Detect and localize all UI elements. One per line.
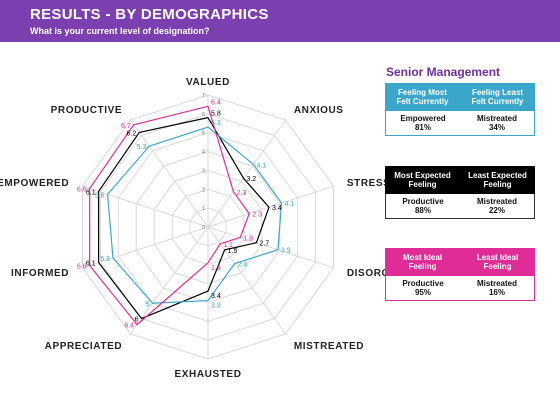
value-label-ideal-exhausted: 1.9 bbox=[211, 265, 221, 272]
card-expected-right-cell: Mistreated 22% bbox=[476, 197, 517, 215]
spoke-6 bbox=[130, 226, 209, 335]
card-expected-header: Most Expected Feeling Least Expected Fee… bbox=[385, 166, 535, 194]
card-current-right-cell: Mistreated 34% bbox=[476, 114, 517, 132]
tick-label-7: 7 bbox=[202, 93, 205, 99]
tick-label-5: 5 bbox=[202, 131, 205, 137]
value-label-expected-productive: 6.2 bbox=[127, 130, 137, 137]
value-label-current-empowered: 5.6 bbox=[95, 192, 105, 199]
value-label-current-productive: 5.3 bbox=[137, 144, 147, 151]
value-label-current-mistreated: 2.4 bbox=[238, 262, 248, 269]
value-label-current-informed: 5.3 bbox=[100, 256, 110, 263]
page-title: RESULTS - BY DEMOGRAPHICS bbox=[30, 6, 269, 23]
value-label-expected-valued: 5.8 bbox=[211, 111, 221, 118]
tick-label-1: 1 bbox=[202, 206, 205, 212]
spoke-9 bbox=[130, 119, 209, 228]
card-current-left-header: Feeling Most Felt Currently bbox=[396, 88, 449, 106]
value-label-ideal-disorganised: 1.8 bbox=[243, 235, 253, 242]
spoke-8 bbox=[82, 185, 209, 228]
card-current-body: Empowered 81% Mistreated 34% bbox=[385, 111, 535, 136]
value-label-ideal-valued: 6.4 bbox=[211, 99, 221, 106]
value-label-ideal-appreciated: 6.4 bbox=[124, 323, 134, 330]
card-ideal-body: Productive 95% Mistreated 16% bbox=[385, 276, 535, 301]
panel-title: Senior Management bbox=[386, 65, 501, 79]
value-label-current-valued: 5.3 bbox=[211, 120, 221, 127]
card-expected: Most Expected Feeling Least Expected Fee… bbox=[385, 166, 535, 219]
series-current-line bbox=[106, 126, 283, 304]
value-label-ideal-empowered: 6.6 bbox=[77, 187, 87, 194]
value-label-expected-mistreated: 1.5 bbox=[228, 248, 238, 255]
axis-label-disorganised: DISORGANIS bbox=[347, 268, 385, 279]
axis-label-mistreated: MISTREATED bbox=[294, 341, 364, 352]
axis-label-valued: VALUED bbox=[186, 77, 230, 88]
card-ideal-left-cell: Productive 95% bbox=[402, 279, 444, 297]
card-expected-left-cell: Productive 88% bbox=[402, 197, 444, 215]
value-label-expected-empowered: 6.1 bbox=[86, 189, 96, 196]
card-expected-body: Productive 88% Mistreated 22% bbox=[385, 194, 535, 219]
tick-label-4: 4 bbox=[202, 150, 205, 156]
value-label-current-anxious: 4.1 bbox=[256, 162, 266, 169]
card-ideal-header: Most Ideal Feeling Least Ideal Feeling bbox=[385, 248, 535, 276]
card-ideal-right-cell: Mistreated 16% bbox=[476, 279, 517, 297]
value-label-expected-exhausted: 3.4 bbox=[211, 293, 221, 300]
tick-label-3: 3 bbox=[202, 168, 205, 174]
value-label-expected-appreciated: 6 bbox=[135, 317, 139, 324]
card-expected-right-header: Least Expected Feeling bbox=[468, 171, 527, 189]
spoke-2 bbox=[207, 185, 334, 228]
tick-label-0: 0 bbox=[202, 225, 205, 231]
series-expected-line bbox=[98, 117, 270, 320]
spoke-4 bbox=[207, 226, 286, 335]
axis-label-appreciated: APPRECIATED bbox=[45, 341, 123, 352]
axis-label-stressed: STRESSED bbox=[347, 178, 385, 189]
axis-label-anxious: ANXIOUS bbox=[294, 105, 344, 116]
axis-label-informed: INFORMED bbox=[11, 268, 69, 279]
axis-label-empowered: EMPOWERED bbox=[0, 178, 69, 189]
page-subtitle: What is your current level of designatio… bbox=[30, 26, 210, 36]
card-current-header: Feeling Most Felt Currently Feeling Leas… bbox=[385, 83, 535, 111]
value-label-current-disorganised: 3.9 bbox=[281, 248, 291, 255]
axis-label-exhausted: EXHAUSTED bbox=[174, 369, 241, 380]
card-ideal-left-header: Most Ideal Feeling bbox=[402, 253, 443, 271]
value-label-ideal-stressed: 2.3 bbox=[252, 212, 262, 219]
series-ideal-line bbox=[89, 105, 250, 326]
value-label-ideal-mistreated: 1.1 bbox=[223, 242, 233, 249]
header-banner: RESULTS - BY DEMOGRAPHICS What is your c… bbox=[0, 0, 560, 42]
value-label-current-exhausted: 3.9 bbox=[211, 303, 221, 310]
spoke-3 bbox=[207, 226, 334, 269]
card-current-left-cell: Empowered 81% bbox=[400, 114, 446, 132]
value-label-expected-stressed: 3.4 bbox=[272, 205, 282, 212]
value-label-expected-informed: 6.1 bbox=[86, 261, 96, 268]
tick-label-2: 2 bbox=[202, 187, 205, 193]
value-label-current-stressed: 4.1 bbox=[285, 201, 295, 208]
card-current: Feeling Most Felt Currently Feeling Leas… bbox=[385, 83, 535, 136]
card-ideal: Most Ideal Feeling Least Ideal Feeling P… bbox=[385, 248, 535, 301]
value-label-ideal-anxious: 2.3 bbox=[236, 190, 246, 197]
axis-label-productive: PRODUCTIVE bbox=[51, 105, 123, 116]
spoke-7 bbox=[82, 226, 209, 269]
value-label-current-appreciated: 5 bbox=[146, 301, 150, 308]
card-expected-left-header: Most Expected Feeling bbox=[394, 171, 451, 189]
radar-chart: 0 1 2 3 4 5 6 7 VALUED ANXIOUS STRESSED DISORGANIS M… bbox=[0, 77, 385, 380]
value-label-ideal-productive: 6.7 bbox=[121, 123, 131, 130]
spoke-1 bbox=[207, 119, 286, 228]
card-current-right-header: Feeling Least Felt Currently bbox=[471, 88, 524, 106]
value-label-expected-anxious: 3.2 bbox=[246, 176, 256, 183]
value-label-ideal-informed: 6.6 bbox=[77, 263, 87, 270]
tick-label-6: 6 bbox=[202, 112, 205, 118]
card-ideal-right-header: Least Ideal Feeling bbox=[476, 253, 519, 271]
value-label-expected-disorganised: 2.7 bbox=[259, 241, 269, 248]
